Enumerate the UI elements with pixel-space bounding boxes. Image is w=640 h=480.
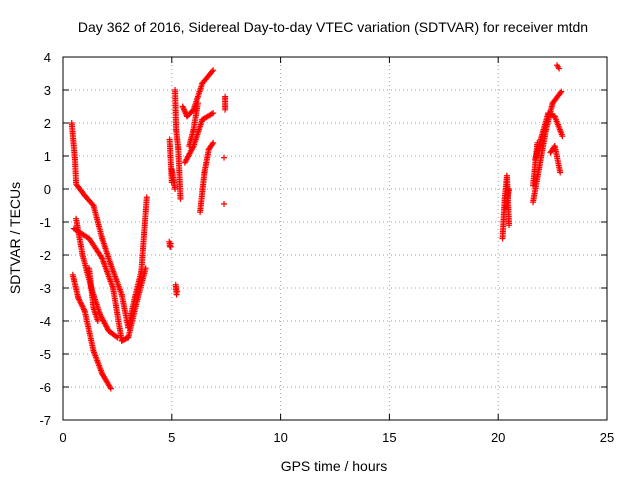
data-point [167,243,174,250]
data-point [172,186,179,192]
y-tick-label: 0 [44,182,51,197]
data-point [221,200,228,207]
y-tick-label: 4 [44,50,51,65]
data-point [506,186,513,192]
data-point [546,110,553,117]
data-point [173,285,180,291]
data-point [210,139,217,146]
y-tick-label: -6 [39,380,51,395]
axis-ticks: 0 5 10 15 20 25 -7 -6 -5 -4 -3 -2 -1 0 1 2 3 4 [39,50,614,445]
data-point [173,291,180,298]
y-tick-label: -2 [39,248,51,263]
data-point [209,141,216,148]
x-tick-label: 5 [168,430,175,445]
data-point [506,222,513,229]
data-point [174,288,181,295]
data-point [559,133,566,140]
y-tick-label: -5 [39,347,51,362]
data-point [142,265,149,272]
data-point [558,88,565,95]
data-point [209,68,216,75]
data-point [94,318,101,324]
data-point [549,112,556,119]
y-axis-label: SDTVAR / TECUs [7,182,23,294]
y-tick-label: 3 [44,83,51,98]
data-point [208,110,215,117]
data-point [210,67,217,74]
x-tick-label: 20 [491,430,505,445]
data-point [222,106,229,113]
data-point [118,337,125,344]
data-point [534,139,541,146]
x-axis-label: GPS time / hours [281,458,388,474]
data-point [194,100,201,107]
data-point [143,194,150,201]
x-tick-label: 25 [600,430,614,445]
data-point [557,89,564,96]
data-point [547,111,554,118]
y-tick-label: 1 [44,149,51,164]
data-point [120,337,127,344]
data-point [177,195,184,202]
data-point [122,335,129,342]
y-tick-label: -7 [39,413,51,428]
data-point [555,63,562,70]
x-tick-label: 15 [382,430,396,445]
data-point [221,154,228,161]
plot-frame [62,56,608,421]
data-points [68,62,566,392]
data-point [167,240,174,247]
x-tick-label: 0 [59,430,66,445]
chart-title: Day 362 of 2016, Sidereal Day-to-day VTE… [78,19,588,35]
y-tick-label: 2 [44,116,51,131]
data-point [210,110,217,117]
y-tick-label: -1 [39,215,51,230]
data-point [107,385,114,392]
data-point [545,110,552,117]
data-point [557,169,564,176]
data-point [121,336,128,343]
grid-lines [63,57,607,420]
x-tick-label: 10 [273,430,287,445]
y-tick-label: -4 [39,314,51,329]
data-point [113,333,120,340]
y-tick-label: -3 [39,281,51,296]
